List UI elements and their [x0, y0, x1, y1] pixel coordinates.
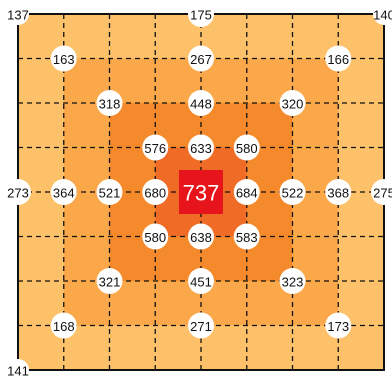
- marker-value-label: 364: [53, 186, 75, 201]
- marker-circle: [96, 179, 123, 205]
- marker-value-label: 163: [53, 52, 75, 67]
- value-marker: 318: [96, 90, 123, 116]
- marker-value-label: 267: [190, 52, 212, 67]
- marker-value-label: 320: [282, 97, 304, 112]
- marker-circle: [188, 45, 214, 72]
- marker-value-label: 141: [7, 364, 29, 378]
- value-marker-layer: 137 175 140 163 267 166 318 448 320 576 633 580 273 3…: [5, 1, 392, 378]
- marker-circle: [96, 268, 123, 294]
- marker-value-label: 638: [190, 230, 212, 245]
- value-marker: 166: [325, 45, 352, 72]
- marker-value-label: 140: [373, 8, 392, 23]
- value-marker: 522: [279, 179, 306, 205]
- marker-circle: [7, 3, 29, 25]
- marker-value-label: 583: [236, 230, 258, 245]
- value-marker: 684: [233, 179, 260, 205]
- marker-circle: [5, 179, 31, 205]
- value-marker: 320: [279, 90, 306, 116]
- value-marker: 140: [373, 3, 392, 25]
- value-marker: 580: [142, 223, 169, 250]
- marker-value-label: 580: [144, 230, 166, 245]
- value-marker: 168: [50, 312, 77, 339]
- marker-circle: [96, 90, 123, 116]
- marker-circle: [233, 223, 260, 250]
- value-marker: 583: [233, 223, 260, 250]
- marker-circle: [188, 134, 214, 161]
- marker-circle: [233, 179, 260, 205]
- marker-circle: [188, 312, 214, 339]
- marker-value-label: 321: [99, 275, 121, 290]
- marker-value-label: 168: [53, 319, 75, 334]
- marker-circle: [233, 134, 260, 161]
- marker-value-label: 137: [7, 8, 29, 23]
- marker-value-label: 273: [7, 186, 29, 201]
- value-marker: 521: [96, 179, 123, 205]
- marker-circle: [188, 90, 214, 116]
- value-marker: 267: [188, 45, 214, 72]
- marker-value-label: 684: [236, 186, 258, 201]
- value-marker: 275: [371, 179, 392, 205]
- value-marker: 163: [50, 45, 77, 72]
- marker-circle: [373, 3, 392, 25]
- marker-value-label: 448: [190, 97, 212, 112]
- marker-value-label: 580: [236, 141, 258, 156]
- value-marker: 273: [5, 179, 31, 205]
- marker-circle: [50, 45, 77, 72]
- marker-circle: [50, 179, 77, 205]
- value-marker: 638: [188, 223, 214, 250]
- marker-circle: [142, 223, 169, 250]
- value-marker: 141: [7, 359, 29, 378]
- marker-circle: [371, 179, 392, 205]
- marker-circle: [142, 179, 169, 205]
- marker-value-label: 323: [282, 275, 304, 290]
- value-marker: 175: [188, 1, 214, 27]
- marker-value-label: 175: [190, 8, 212, 23]
- marker-circle: [7, 359, 29, 378]
- marker-circle: [142, 134, 169, 161]
- marker-value-label: 318: [99, 97, 121, 112]
- marker-circle: [279, 90, 306, 116]
- center-cell-group: 737: [179, 170, 223, 214]
- marker-circle: [188, 223, 214, 250]
- marker-value-label: 633: [190, 141, 212, 156]
- marker-circle: [188, 268, 214, 294]
- marker-value-label: 166: [327, 52, 349, 67]
- center-value-label: 737: [183, 181, 220, 206]
- marker-circle: [279, 179, 306, 205]
- marker-value-label: 521: [99, 186, 121, 201]
- value-marker: 137: [7, 3, 29, 25]
- marker-circle: [325, 45, 352, 72]
- center-cell-highlight: [179, 170, 223, 214]
- value-marker: 364: [50, 179, 77, 205]
- marker-value-label: 451: [190, 275, 212, 290]
- marker-value-label: 271: [190, 319, 212, 334]
- value-marker: 368: [325, 179, 352, 205]
- marker-circle: [325, 179, 352, 205]
- marker-circle: [50, 312, 77, 339]
- value-marker: 576: [142, 134, 169, 161]
- marker-circle: [325, 312, 352, 339]
- value-marker: 173: [325, 312, 352, 339]
- value-marker: 451: [188, 268, 214, 294]
- marker-value-label: 275: [373, 186, 392, 201]
- marker-value-label: 522: [282, 186, 304, 201]
- marker-value-label: 173: [327, 319, 349, 334]
- value-marker: 680: [142, 179, 169, 205]
- value-marker: 323: [279, 268, 306, 294]
- value-marker: 633: [188, 134, 214, 161]
- marker-value-label: 680: [144, 186, 166, 201]
- value-marker: 580: [233, 134, 260, 161]
- value-marker: 448: [188, 90, 214, 116]
- value-marker: 271: [188, 312, 214, 339]
- marker-value-label: 368: [327, 186, 349, 201]
- value-marker: 321: [96, 268, 123, 294]
- marker-circle: [279, 268, 306, 294]
- marker-circle: [188, 1, 214, 27]
- marker-value-label: 576: [144, 141, 166, 156]
